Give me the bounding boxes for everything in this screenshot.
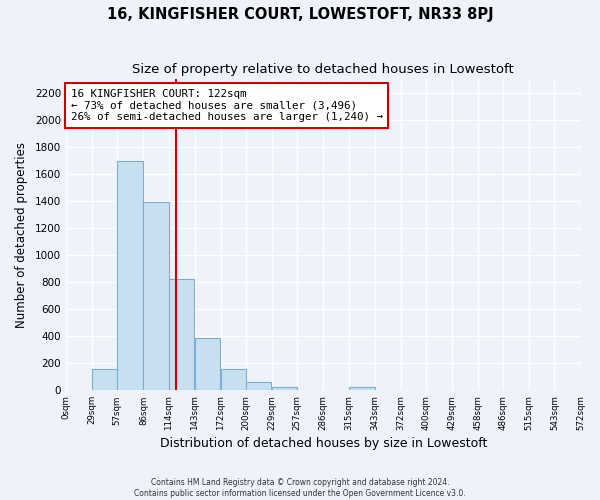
Text: Contains HM Land Registry data © Crown copyright and database right 2024.
Contai: Contains HM Land Registry data © Crown c…: [134, 478, 466, 498]
Bar: [221, 368, 246, 390]
Text: 16 KINGFISHER COURT: 122sqm
← 73% of detached houses are smaller (3,496)
26% of : 16 KINGFISHER COURT: 122sqm ← 73% of det…: [71, 89, 383, 122]
Bar: [92, 370, 118, 390]
Bar: [246, 382, 271, 390]
Y-axis label: Number of detached properties: Number of detached properties: [15, 142, 28, 328]
Bar: [349, 387, 374, 390]
Bar: [118, 160, 143, 390]
Title: Size of property relative to detached houses in Lowestoft: Size of property relative to detached ho…: [133, 62, 514, 76]
Text: 16, KINGFISHER COURT, LOWESTOFT, NR33 8PJ: 16, KINGFISHER COURT, LOWESTOFT, NR33 8P…: [107, 8, 493, 22]
Bar: [272, 386, 297, 390]
Bar: [169, 279, 194, 390]
X-axis label: Distribution of detached houses by size in Lowestoft: Distribution of detached houses by size …: [160, 437, 487, 450]
Bar: [143, 202, 169, 390]
Bar: [194, 338, 220, 390]
